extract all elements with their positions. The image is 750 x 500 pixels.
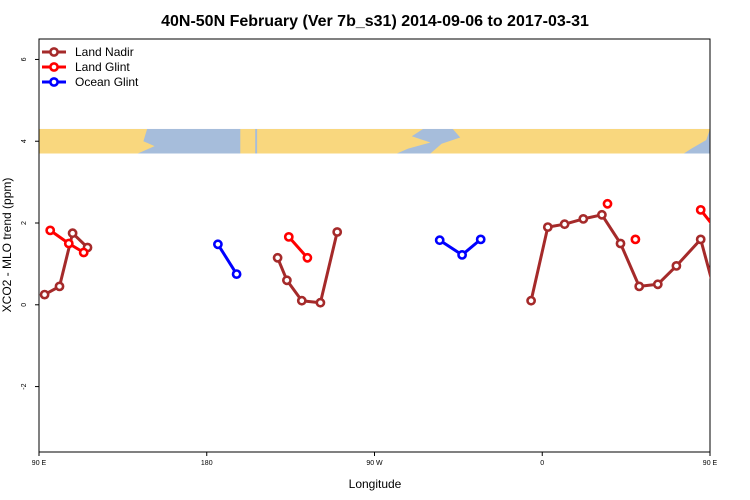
- data-point: [695, 204, 706, 215]
- legend-marker: [49, 62, 59, 72]
- x-tick-label: 90 E: [703, 460, 718, 467]
- legend-label: Ocean Glint: [75, 75, 139, 89]
- data-point: [695, 234, 706, 245]
- series-line: [699, 208, 710, 225]
- series-land-glint: [45, 198, 740, 263]
- legend-label: Land Nadir: [75, 45, 134, 59]
- data-point: [434, 235, 445, 246]
- data-point: [652, 279, 663, 290]
- y-tick-label: 4: [21, 139, 28, 143]
- data-point: [302, 252, 313, 263]
- y-axis: -2 0 2 4 6: [21, 57, 39, 390]
- map-land-1: [240, 129, 256, 154]
- data-point: [597, 209, 607, 220]
- data-point: [63, 238, 74, 249]
- x-tick-label: 90 W: [366, 460, 383, 467]
- y-axis-title: XCO2 - MLO trend (ppm): [0, 178, 14, 313]
- series-line: [276, 231, 339, 305]
- legend-marker: [49, 77, 59, 87]
- plot-frame: [38, 38, 711, 453]
- data-point: [542, 222, 553, 232]
- legend-marker: [49, 47, 59, 57]
- data-point: [733, 240, 740, 247]
- data-point: [602, 198, 613, 209]
- x-axis-title: Longitude: [349, 477, 402, 491]
- map-land-3: [430, 129, 710, 154]
- x-tick-label: 0: [540, 460, 544, 467]
- data-point: [231, 269, 242, 279]
- legend-item: Land Nadir: [42, 45, 134, 59]
- data-point: [526, 295, 536, 306]
- y-tick-label: -2: [21, 383, 28, 389]
- series-layer: [39, 198, 740, 308]
- data-point: [559, 219, 570, 230]
- series-ocean-glint: [212, 234, 486, 279]
- data-point: [281, 275, 292, 286]
- data-point: [712, 291, 719, 298]
- series-line: [216, 243, 238, 275]
- data-point: [475, 234, 486, 245]
- map-land-2: [257, 129, 431, 154]
- data-point: [634, 281, 645, 292]
- data-point: [39, 289, 50, 300]
- data-point: [272, 252, 283, 263]
- world-map-strip: [39, 128, 710, 154]
- legend-item: Land Glint: [42, 60, 130, 74]
- x-axis: 90 E 180 90 W 0 90 E: [32, 452, 718, 467]
- chart-title: 40N-50N February (Ver 7b_s31) 2014-09-06…: [161, 13, 589, 30]
- map-land-0: [39, 129, 155, 154]
- data-point: [615, 238, 626, 249]
- y-tick-label: 6: [21, 57, 28, 61]
- y-tick-label: 2: [21, 221, 28, 225]
- data-point: [296, 295, 307, 306]
- data-point: [315, 297, 326, 308]
- data-point: [54, 281, 65, 292]
- data-point: [67, 228, 78, 239]
- legend-item: Ocean Glint: [42, 75, 139, 89]
- series-line: [43, 231, 89, 296]
- series-land-nadir: [39, 209, 738, 308]
- legend-label: Land Glint: [75, 60, 130, 74]
- x-tick-label: 180: [201, 460, 213, 467]
- data-point: [714, 228, 721, 235]
- data-point: [332, 227, 343, 237]
- data-point: [78, 247, 89, 258]
- data-point: [630, 234, 641, 245]
- data-point: [578, 213, 589, 224]
- data-point: [457, 249, 467, 260]
- data-point: [283, 231, 294, 242]
- x-tick-label: 90 E: [32, 460, 47, 467]
- data-point: [212, 239, 223, 250]
- data-point: [671, 260, 682, 271]
- data-point: [731, 283, 738, 290]
- y-tick-label: 0: [21, 303, 28, 307]
- data-point: [45, 225, 56, 236]
